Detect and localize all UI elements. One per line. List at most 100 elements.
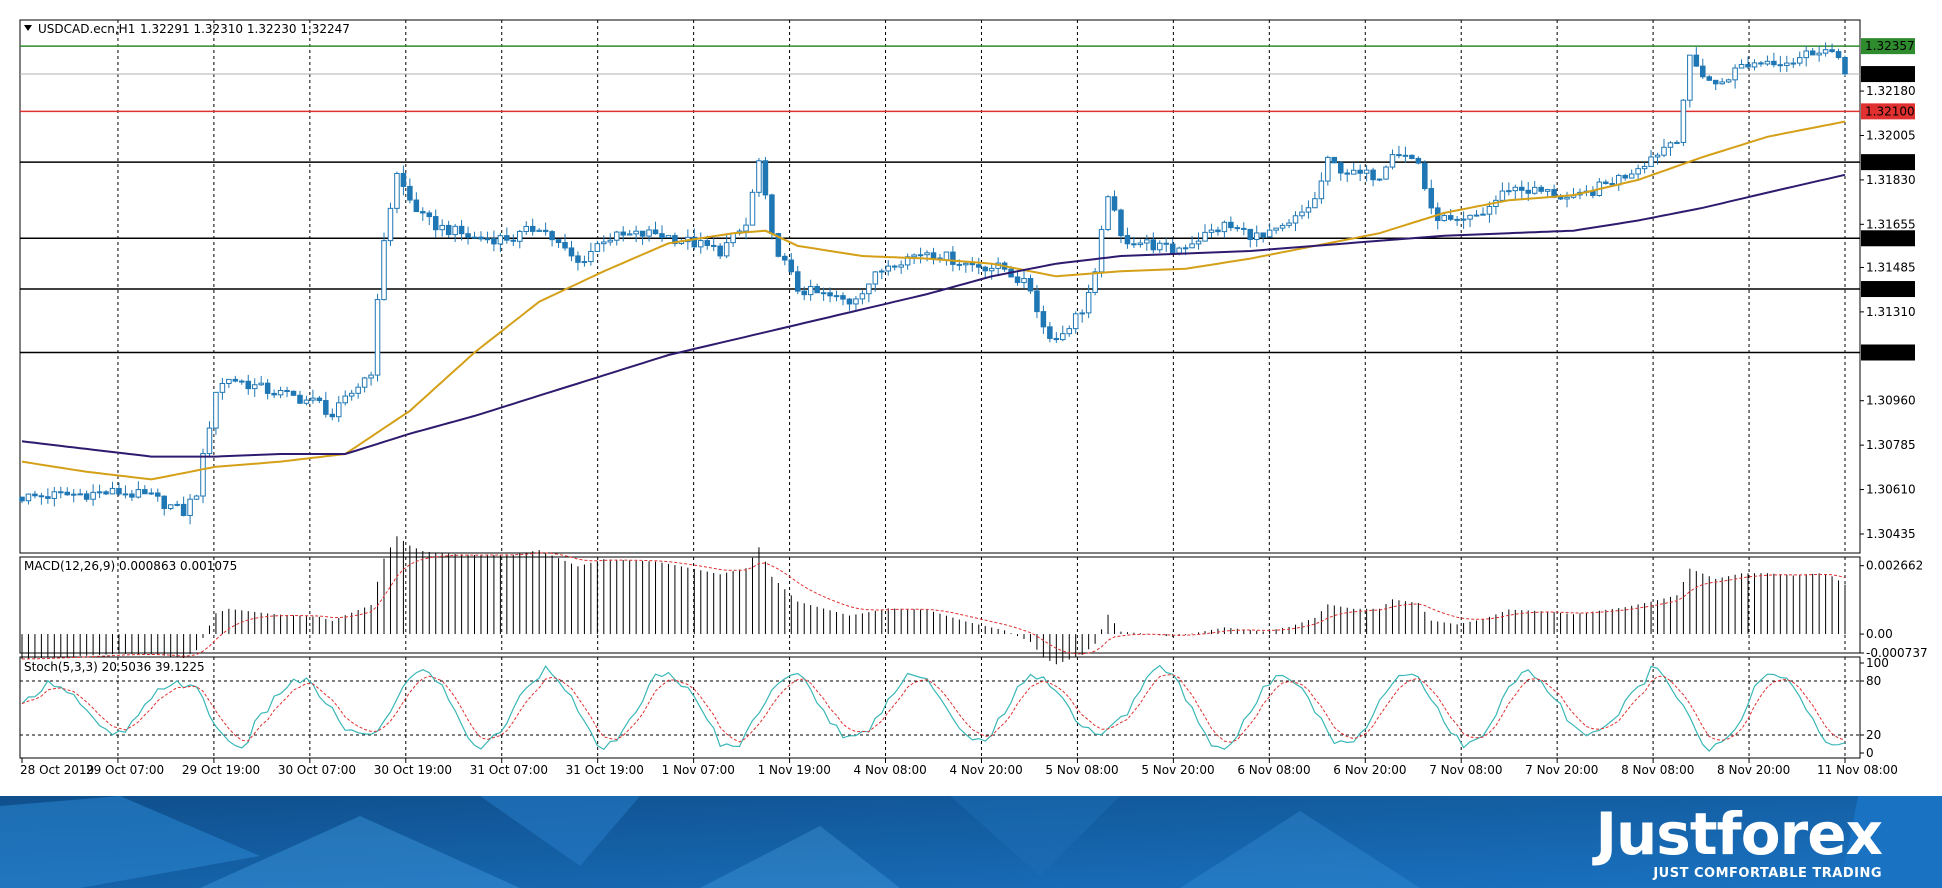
candle-body (743, 224, 749, 232)
level-label-box (1861, 230, 1915, 247)
candle-body (665, 235, 672, 239)
candle-body (807, 286, 814, 296)
candle-body (885, 265, 892, 272)
candle-body (1719, 81, 1725, 85)
x-tick-label: 4 Nov 20:00 (949, 763, 1022, 777)
candle-body (148, 492, 155, 495)
candle-body (1370, 169, 1376, 181)
candle-body (420, 211, 426, 214)
candle-body (1234, 227, 1241, 230)
collapse-triangle-icon[interactable] (24, 25, 32, 31)
candles (19, 42, 1848, 525)
stoch-label: Stoch(5,3,3) 20.5036 39.1225 (24, 660, 205, 674)
moving-averages (21, 120, 1846, 481)
candle-body (471, 236, 478, 239)
candle-body (187, 498, 193, 516)
x-tick-label: 7 Nov 08:00 (1429, 763, 1502, 777)
candle-body (1525, 189, 1532, 194)
candle-body (1486, 206, 1493, 215)
candle-body (258, 382, 264, 386)
candle-body (1047, 326, 1053, 339)
candle-body (704, 240, 711, 246)
candle-body (1622, 174, 1628, 179)
candle-body (491, 238, 497, 245)
candle-body (1131, 243, 1137, 246)
candle-body (549, 231, 555, 241)
candle-body (788, 259, 795, 273)
candle-body (271, 392, 277, 396)
candle-body (135, 489, 142, 498)
macd-tick-label: 0.00 (1866, 627, 1893, 641)
candle-body (730, 232, 736, 244)
candle-body (1473, 214, 1480, 217)
candle-body (1363, 169, 1370, 174)
macd-panel-frame (19, 556, 1861, 654)
candle-body (1460, 218, 1467, 221)
level-label: 1.31150 (1865, 345, 1915, 359)
candle-body (1564, 196, 1570, 200)
ma-slow-line (21, 173, 1846, 458)
candle-body (1725, 79, 1732, 83)
x-tick-label: 28 Oct 2019 (20, 763, 94, 777)
price-axis: 1.32180 1.32005 1.31830 1.31655 1.31485 1.313… (1860, 84, 1916, 541)
candle-body (1228, 221, 1234, 229)
candle-body (1253, 232, 1260, 240)
price-tick-label: 1.30960 (1866, 394, 1916, 408)
candle-body (504, 235, 510, 241)
candle-body (536, 229, 542, 232)
candle-body (1700, 65, 1706, 78)
candle-body (232, 378, 239, 382)
candle-body (956, 263, 963, 266)
candle-body (904, 256, 911, 266)
stoch-tick-label: 100 (1866, 656, 1889, 670)
candle-body (723, 242, 730, 257)
candle-body (484, 238, 491, 241)
candle-body (407, 185, 413, 201)
candle-body (1305, 207, 1312, 213)
candle-body (1040, 311, 1047, 328)
candle-body (310, 397, 316, 401)
price-tick-label: 1.30435 (1866, 527, 1916, 541)
candle-body (646, 229, 652, 237)
candle-body (458, 225, 465, 235)
candle-body (1609, 183, 1616, 186)
x-tick-label: 1 Nov 19:00 (758, 763, 831, 777)
candle-body (1208, 229, 1215, 233)
candle-body (213, 391, 219, 429)
candle-body (1260, 232, 1266, 238)
x-tick-label: 5 Nov 08:00 (1045, 763, 1118, 777)
candle-body (64, 491, 71, 496)
candle-body (1557, 196, 1564, 200)
candle-body (1706, 76, 1713, 81)
candle-body (413, 199, 420, 213)
candle-body (103, 491, 109, 495)
candle-body (161, 495, 167, 509)
candle-body (1066, 328, 1073, 335)
level-label: 1.31900 (1865, 155, 1915, 169)
candle-body (1150, 239, 1157, 251)
level-label: 1.32357 (1865, 39, 1915, 53)
candle-body (90, 491, 96, 500)
candle-body (846, 298, 853, 305)
candle-body (1266, 229, 1273, 238)
candle-body (975, 264, 982, 268)
candle-body (219, 382, 226, 393)
candle-body (1292, 215, 1299, 224)
candle-body (1447, 215, 1454, 220)
candle-body (762, 160, 769, 196)
candle-body (1680, 99, 1687, 143)
candle-body (45, 496, 51, 499)
x-tick-label: 11 Nov 08:00 (1817, 763, 1898, 777)
price-tick-label: 1.32005 (1866, 128, 1916, 142)
level-label-box (1861, 281, 1915, 298)
candle-body (575, 255, 581, 263)
candle-body (588, 250, 594, 263)
candle-body (1687, 54, 1693, 101)
candle-body (83, 493, 90, 500)
candle-body (368, 374, 374, 379)
x-tick-label: 7 Nov 20:00 (1525, 763, 1598, 777)
candle-body (1325, 156, 1331, 182)
candle-body (1758, 62, 1764, 65)
price-tick-label: 1.30610 (1866, 483, 1916, 497)
